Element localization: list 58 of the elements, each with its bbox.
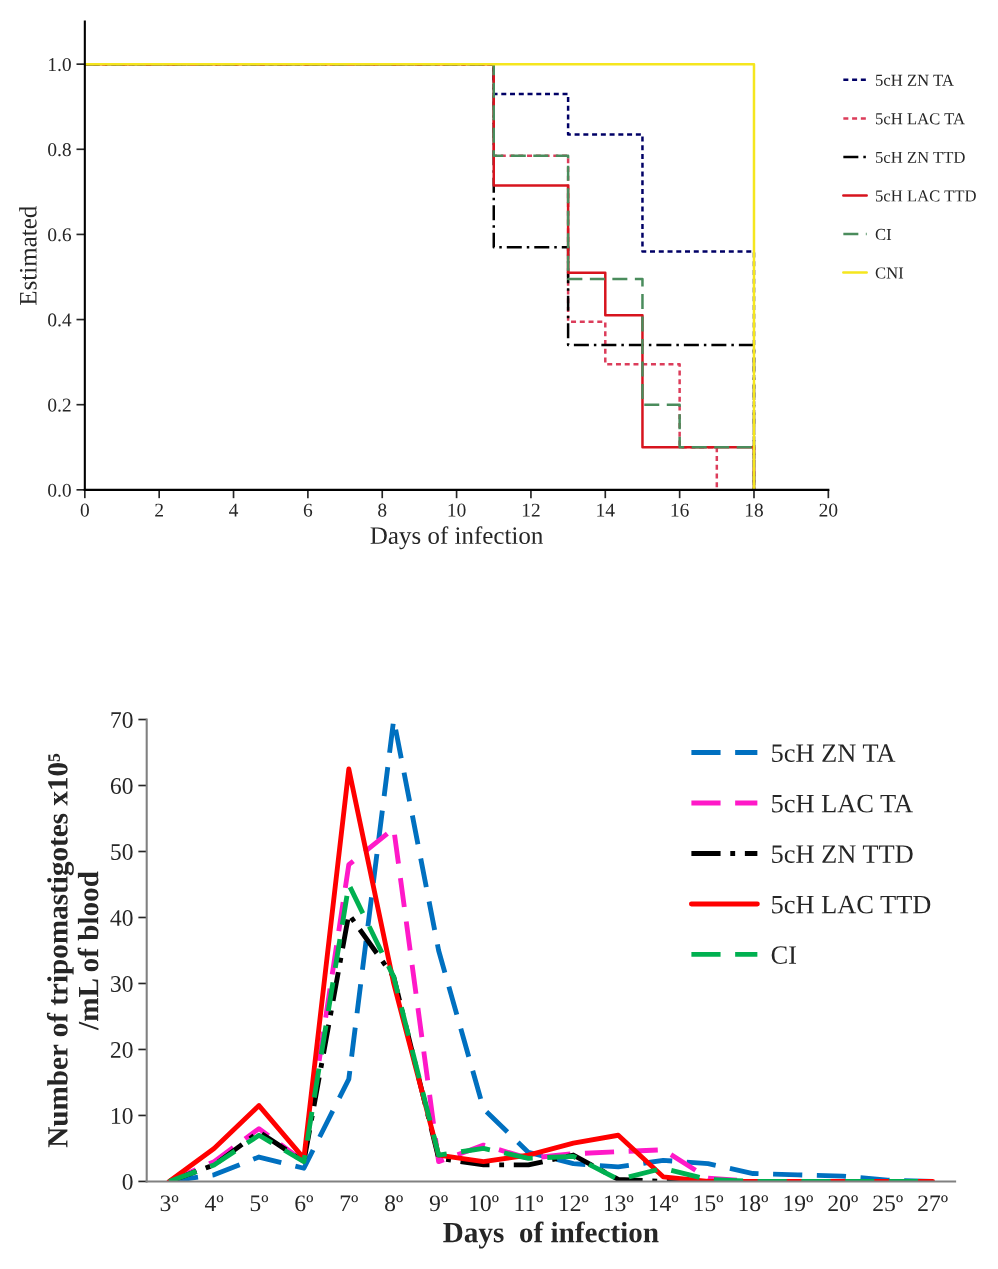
x-tick-label: 20º [828,1195,858,1212]
y-tick-label: 0.2 [48,398,71,412]
legend-label: 5cH LAC TTD [772,895,931,914]
y-tick-label: 0.6 [48,228,72,242]
x-tick-label: 16 [671,503,689,517]
legend-label: 5cH LAC TTD [875,190,976,202]
y-tick-label: 30 [111,975,133,992]
x-tick-label: 8 [378,503,387,517]
x-tick-label: 8º [385,1195,403,1212]
legend-label: 5cH ZN TTD [875,151,965,163]
y-axis-title: Estimated [19,206,37,305]
x-tick-label: 14 [597,503,615,517]
x-tick-label: 10º [470,1195,499,1212]
legend-label: 5cH LAC TA [875,113,965,125]
legend-label: 5cH LAC TA [772,794,913,813]
x-tick-label: 0 [80,503,89,517]
legend-label: CI [875,228,892,241]
y-tick-label: 0 [122,1173,133,1190]
x-tick-label: 25º [873,1195,903,1212]
x-tick-label: 27º [918,1195,948,1212]
x-tick-label: 10 [448,503,466,517]
legend-label: 5cH ZN TA [875,74,954,86]
y-tick-label: 70 [111,712,133,728]
y-tick-label: 0.4 [48,313,72,327]
y-tick-label: 0.0 [48,483,71,497]
x-tick-label: 9º [429,1195,448,1212]
y-tick-label: 1.0 [49,57,71,72]
x-tick-label: 11º [515,1195,544,1212]
x-tick-label: 15º [694,1195,724,1212]
y-tick-label: 10 [111,1107,133,1124]
x-tick-label: 7º [340,1195,358,1212]
y-tick-label: 20 [110,1041,133,1058]
legend-label: 5cH ZN TA [772,744,896,762]
legend-label: 5cH ZN TTD [772,845,913,863]
x-tick-label: 4º [204,1195,224,1212]
x-tick-label: 6º [295,1195,314,1212]
x-tick-label: 18 [745,503,763,517]
y-axis-title: Number of tripomastigotes x10⁵ /mL of blood [46,753,99,1148]
y-tick-label: 60 [110,778,133,794]
x-tick-label: 2 [155,503,163,517]
x-tick-label: 3º [160,1195,179,1212]
x-tick-label: 14º [649,1195,679,1212]
x-tick-label: 5º [250,1195,269,1212]
x-axis-title: Days of infection [370,526,543,550]
x-tick-label: 6 [303,503,313,517]
x-tick-label: 19º [784,1195,813,1212]
x-axis-title: Days of infection [443,1221,659,1249]
x-tick-label: 12 [522,503,540,517]
legend-label: CI [771,946,797,964]
x-tick-label: 4 [229,503,239,517]
x-tick-label: 20 [819,503,838,517]
x-tick-label: 12º [559,1195,589,1212]
legend-label: CNI [875,267,904,279]
y-tick-label: 40 [110,909,133,926]
x-tick-label: 18º [739,1195,769,1212]
x-tick-label: 13º [604,1195,634,1212]
y-tick-label: 50 [111,843,133,860]
y-tick-label: 0.8 [48,143,71,157]
